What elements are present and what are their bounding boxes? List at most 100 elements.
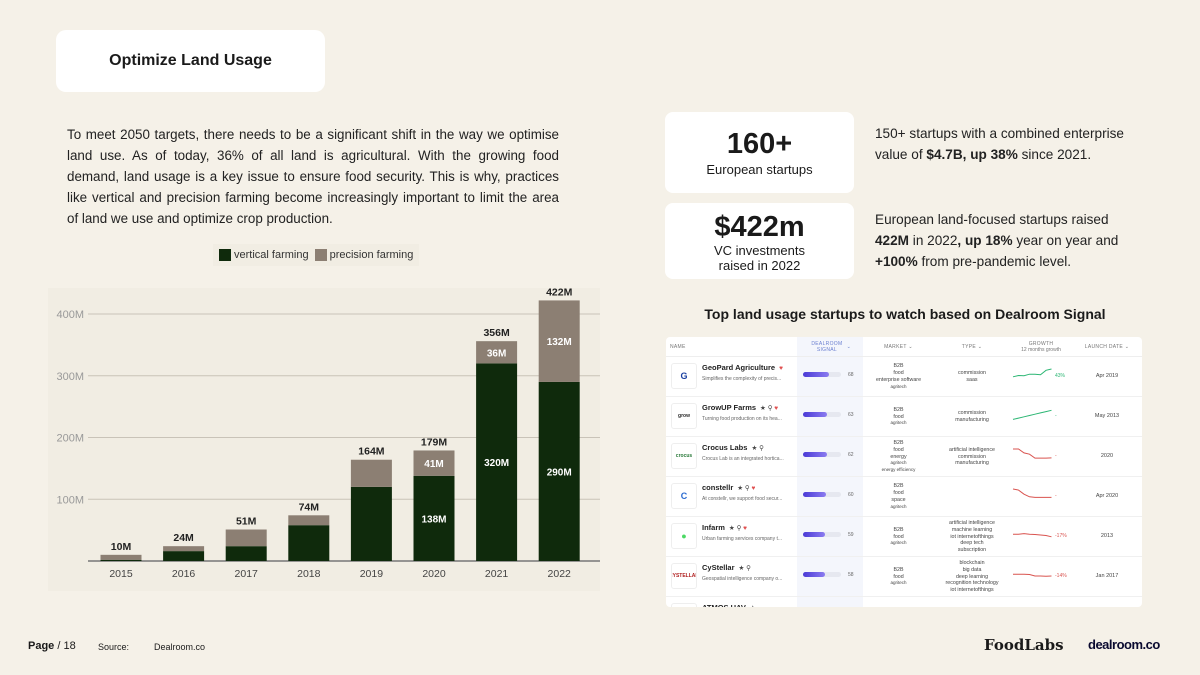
- type-tags: blockchain big data deep learning recogniti…: [934, 560, 1010, 594]
- segment-label: 132M: [547, 337, 572, 348]
- x-tick-label: 2016: [172, 568, 196, 580]
- x-tick-label: 2021: [485, 568, 509, 580]
- bar-vertical: [350, 486, 392, 561]
- type-tags: commission manufacturing: [934, 410, 1010, 424]
- launch-date: Jan 2017: [1095, 573, 1119, 579]
- market-tag: food: [893, 413, 904, 420]
- table-row[interactable]: G GeoPard Agriculture ♥ Simplifies the com…: [666, 357, 1142, 397]
- action-icons: ★ ⚲: [739, 565, 751, 572]
- launch-date: Apr 2020: [1095, 493, 1119, 499]
- signal-bar: [803, 412, 841, 417]
- segment-label: 36M: [487, 348, 506, 359]
- col-market[interactable]: MARKET ⌄: [884, 344, 913, 350]
- type-tags: artificial intelligence commission manufac…: [934, 447, 1010, 467]
- star-icon[interactable]: ★: [737, 485, 745, 492]
- market-tag: B2B: [893, 440, 904, 446]
- type-tag: saas: [966, 376, 978, 383]
- signal-value: 68: [848, 372, 854, 378]
- legend-vertical: vertical farming: [219, 249, 309, 262]
- star-icon[interactable]: ★: [738, 565, 747, 572]
- legend-precision: precision farming: [314, 249, 413, 262]
- heart-icon[interactable]: ♥: [743, 525, 747, 532]
- market-tags: B2B food enterprise software agritech: [863, 363, 934, 390]
- bar-precision: [225, 529, 267, 547]
- star-icon[interactable]: ★: [728, 525, 737, 532]
- growth-percent: -: [1055, 413, 1057, 419]
- company-description: Crocus Lab is an integrated hortica...: [702, 456, 784, 462]
- table-title: Top land usage startups to watch based o…: [704, 306, 1106, 322]
- chart-legend: vertical farming precision farming: [213, 244, 420, 266]
- table-row[interactable]: ATMOS UAV★ 57machine learning: [666, 597, 1142, 607]
- growth-sparkline: [1012, 409, 1052, 420]
- type-tag: blockchain: [959, 560, 985, 566]
- market-tag: food: [893, 533, 904, 540]
- table-row[interactable]: CYSTELLARCyStellar★ ⚲ Geospatial intelli…: [666, 557, 1142, 597]
- trophy-icon[interactable]: ⚲: [759, 445, 764, 452]
- growth-percent: -: [1055, 453, 1057, 459]
- trophy-icon[interactable]: ⚲: [744, 485, 752, 492]
- stat-description-startups: 150+ startups with a combined enterprise…: [875, 123, 1145, 165]
- y-tick-label: 200M: [56, 433, 84, 445]
- desc-segment: +100%: [875, 254, 918, 269]
- market-tags: B2B food agritech: [863, 527, 934, 547]
- col-signal[interactable]: DEALROOM SIGNAL ⌄: [811, 341, 852, 353]
- col-growth[interactable]: GROWTH 12 months growth: [1021, 341, 1061, 353]
- signal-value: 60: [848, 492, 854, 498]
- growth-percent: -17%: [1055, 533, 1067, 539]
- market-tag: food: [893, 490, 904, 497]
- heart-icon[interactable]: ♥: [774, 405, 779, 412]
- stat-label: VC investments raised in 2022: [713, 243, 806, 273]
- stat-card-startups: 160+ European startups: [665, 112, 854, 193]
- startups-table[interactable]: NAME DEALROOM SIGNAL ⌄ MARKET ⌄ TYPE ⌄ G…: [666, 337, 1142, 607]
- x-tick-label: 2022: [548, 568, 572, 580]
- segment-label: 41M: [424, 459, 443, 470]
- star-icon[interactable]: ★: [751, 445, 760, 452]
- signal-value: 59: [848, 532, 854, 538]
- market-tag: food: [893, 370, 904, 377]
- heart-icon[interactable]: ♥: [751, 485, 756, 492]
- company-name[interactable]: CyStellar: [702, 563, 735, 572]
- table-row[interactable]: grow GrowUP Farms ★ ⚲ ♥ Turning food produ…: [666, 397, 1142, 437]
- company-name[interactable]: GeoPard Agriculture: [702, 363, 776, 372]
- star-icon[interactable]: ★: [760, 405, 768, 412]
- total-label: 24M: [173, 532, 194, 544]
- trophy-icon[interactable]: ⚲: [746, 565, 751, 572]
- type-tag: iot internetofthings: [950, 533, 994, 540]
- company-description: Turning food production on its hea...: [702, 416, 782, 422]
- company-heading: GrowUP Farms ★ ⚲ ♥: [702, 403, 778, 414]
- action-icons: ★ ⚲ ♥: [760, 405, 778, 412]
- col-name[interactable]: NAME: [670, 344, 686, 350]
- col-launch[interactable]: LAUNCH DATE ⌄: [1084, 344, 1130, 350]
- type-tag: manufacturing: [955, 416, 989, 423]
- market-tag: food: [893, 573, 904, 580]
- company-name[interactable]: GrowUP Farms: [702, 403, 757, 412]
- market-tags: B2B food space agritech: [863, 483, 934, 510]
- market-tag: agritech: [890, 540, 907, 546]
- company-heading: CyStellar ★ ⚲: [702, 563, 751, 574]
- stat-description-vc: European land-focused startups raised 42…: [875, 209, 1145, 272]
- star-icon[interactable]: ★: [750, 605, 756, 607]
- trophy-icon[interactable]: ⚲: [736, 525, 744, 532]
- market-tag: B2B: [893, 566, 904, 573]
- table-row[interactable]: crocus Crocus Labs ★ ⚲ Crocus Lab is an in…: [666, 437, 1142, 477]
- company-name[interactable]: constellr: [702, 483, 734, 492]
- company-name[interactable]: ATMOS UAV: [702, 603, 746, 607]
- trophy-icon[interactable]: ⚲: [767, 405, 775, 412]
- signal-value: 62: [848, 452, 854, 458]
- action-icons: ★ ⚲: [751, 445, 763, 452]
- company-name[interactable]: Infarm: [702, 523, 725, 532]
- table-row[interactable]: ● Infarm ★ ⚲ ♥ Urban farming services comp…: [666, 517, 1142, 557]
- bar-precision: [413, 450, 455, 476]
- heart-icon[interactable]: ♥: [779, 365, 783, 372]
- market-tag: B2B: [893, 406, 904, 413]
- company-description: At constellr, we support food secur...: [702, 496, 783, 502]
- col-type[interactable]: TYPE ⌄: [961, 344, 983, 350]
- company-logo: crocus: [671, 443, 697, 469]
- market-tag: B2B: [893, 526, 904, 533]
- action-icons: ♥: [779, 365, 783, 372]
- intro-paragraph: To meet 2050 targets, there needs to be …: [67, 127, 559, 226]
- company-name[interactable]: Crocus Labs: [702, 443, 748, 452]
- company-heading: Crocus Labs ★ ⚲: [702, 443, 764, 454]
- bar-vertical: [225, 546, 267, 561]
